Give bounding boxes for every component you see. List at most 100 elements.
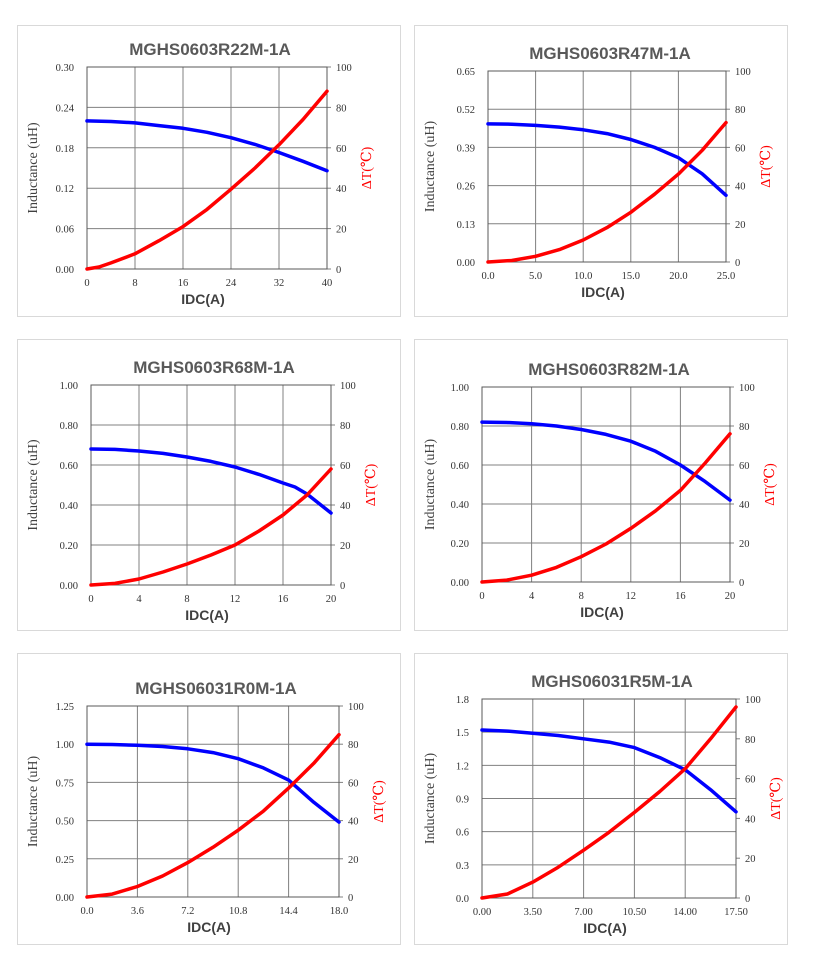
y2-tick-label: 100	[336, 63, 352, 74]
y-tick-label: 1.25	[56, 702, 74, 713]
plot-frame	[86, 705, 340, 898]
x-tick-label: 0	[84, 278, 89, 289]
x-tick-label: 0	[88, 594, 93, 605]
y2-tick-label: 60	[745, 775, 756, 786]
x-axis-label: IDC(A)	[185, 607, 229, 623]
x-tick-label: 4	[136, 594, 142, 605]
y-tick-label: 0.80	[451, 422, 469, 433]
y-tick-label: 0.06	[56, 225, 74, 236]
y-tick-label: 0.52	[457, 105, 475, 116]
y-axis-label: Inductance (uH)	[423, 752, 438, 844]
temperature-rise-line	[89, 467, 333, 587]
chart-svg-4: MGHS0603R82M-1A 0 4 8 12 16 20 0.00 0.20 0.40 0.60…	[423, 360, 778, 620]
x-tick-label: 15.0	[622, 271, 640, 282]
y2-tick-label: 0	[735, 258, 740, 269]
y2-tick-label: 40	[735, 182, 746, 193]
y2-tick-label: 80	[745, 735, 756, 746]
y2-tick-label: 60	[336, 144, 347, 155]
y2-tick-label: 0	[745, 894, 750, 905]
y-tick-label: 0.00	[451, 578, 469, 589]
x-tick-label: 10.8	[229, 906, 247, 917]
x-tick-label: 16	[178, 278, 189, 289]
chart-title: MGHS06031R5M-1A	[531, 672, 693, 691]
y2-tick-label: 20	[745, 854, 756, 865]
inductance-line	[480, 420, 732, 502]
y-axis-label: Inductance (uH)	[423, 120, 438, 212]
x-tick-label: 0.0	[80, 906, 93, 917]
x-axis-label: IDC(A)	[187, 919, 231, 935]
y2-tick-label: 0	[348, 893, 353, 904]
chart-panel-2: MGHS0603R47M-1A 0.0 5.0 10.0 15.0 20.0 25.0 0.0…	[414, 25, 788, 317]
x-tick-label: 24	[226, 278, 237, 289]
x-tick-label: 4	[529, 591, 535, 602]
y-tick-label: 1.00	[56, 740, 74, 751]
y2-tick-label: 40	[340, 501, 351, 512]
y2-tick-label: 60	[340, 461, 351, 472]
x-axis-label: IDC(A)	[581, 284, 625, 300]
x-tick-label: 7.00	[574, 907, 592, 918]
x-tick-label: 18.0	[330, 906, 348, 917]
x-tick-label: 16	[278, 594, 289, 605]
x-tick-label: 40	[322, 278, 333, 289]
x-tick-label: 20	[725, 591, 736, 602]
x-tick-label: 0	[479, 591, 484, 602]
inductance-line	[89, 447, 333, 515]
plot-frame	[481, 386, 731, 583]
y-tick-label: 0.6	[456, 828, 469, 839]
x-tick-label: 20	[326, 594, 337, 605]
x-tick-label: 14.4	[279, 906, 298, 917]
y2-tick-label: 100	[739, 383, 755, 394]
y2-tick-label: 100	[348, 702, 364, 713]
inductance-line	[480, 728, 738, 814]
y2-tick-label: 40	[745, 814, 756, 825]
y2-tick-label: 60	[735, 143, 746, 154]
x-axis-label: IDC(A)	[580, 604, 624, 620]
y2-axis-label: ΔT(℃)	[364, 463, 379, 506]
y2-tick-label: 20	[735, 220, 746, 231]
y-axis-label: Inductance (uH)	[26, 122, 41, 214]
y2-tick-label: 20	[348, 855, 359, 866]
y-tick-label: 0.00	[56, 265, 74, 276]
x-tick-label: 10.0	[574, 271, 592, 282]
y-tick-label: 1.5	[456, 728, 469, 739]
chart-title: MGHS0603R82M-1A	[528, 360, 690, 379]
y2-axis-label: ΔT(℃)	[360, 146, 375, 189]
y-tick-label: 0.80	[60, 421, 78, 432]
chart-title: MGHS06031R0M-1A	[135, 679, 297, 698]
y-tick-label: 0.20	[451, 539, 469, 550]
plot-frame	[487, 70, 727, 263]
y2-tick-label: 80	[340, 421, 351, 432]
y-axis-label: Inductance (uH)	[26, 439, 41, 531]
temperature-rise-line	[85, 732, 341, 899]
inductance-line	[85, 742, 341, 824]
x-tick-label: 14.00	[673, 907, 697, 918]
y-tick-label: 0.12	[56, 184, 74, 195]
y-tick-label: 0.40	[451, 500, 469, 511]
chart-panel-6: MGHS06031R5M-1A 0.00 3.50 7.00 10.50 14.00 17.…	[414, 653, 788, 945]
temperature-rise-line	[480, 432, 732, 584]
plot-frame	[86, 66, 328, 270]
inductance-line	[85, 119, 329, 173]
y2-tick-label: 80	[336, 103, 347, 114]
y-tick-label: 1.2	[456, 761, 469, 772]
chart-svg-5: MGHS06031R0M-1A 0.0 3.6 7.2 10.8 14.4 18.0 0.00…	[26, 679, 387, 935]
y-tick-label: 0.13	[457, 220, 475, 231]
chart-svg-6: MGHS06031R5M-1A0.00 3.50 7.00 10.50 14.00 17.…	[423, 672, 784, 936]
plot-frame	[90, 384, 332, 586]
y-tick-label: 0.26	[457, 182, 475, 193]
y-tick-label: 0.60	[60, 461, 78, 472]
y2-axis-label: ΔT(℃)	[769, 777, 784, 820]
temperature-rise-line	[486, 120, 728, 264]
y-tick-label: 0.0	[456, 894, 469, 905]
chart-panel-5: MGHS06031R0M-1A 0.0 3.6 7.2 10.8 14.4 18.0 0.00…	[17, 653, 401, 945]
y2-tick-label: 80	[739, 422, 750, 433]
y-tick-label: 0.20	[60, 541, 78, 552]
temperature-rise-line	[85, 89, 329, 271]
x-tick-label: 12	[230, 594, 241, 605]
y2-axis-label: ΔT(℃)	[763, 463, 778, 506]
y-axis-label: Inductance (uH)	[423, 438, 438, 530]
chart-title: MGHS0603R68M-1A	[133, 358, 295, 377]
x-tick-label: 12	[626, 591, 637, 602]
y2-tick-label: 100	[340, 381, 356, 392]
x-tick-label: 0.0	[481, 271, 494, 282]
